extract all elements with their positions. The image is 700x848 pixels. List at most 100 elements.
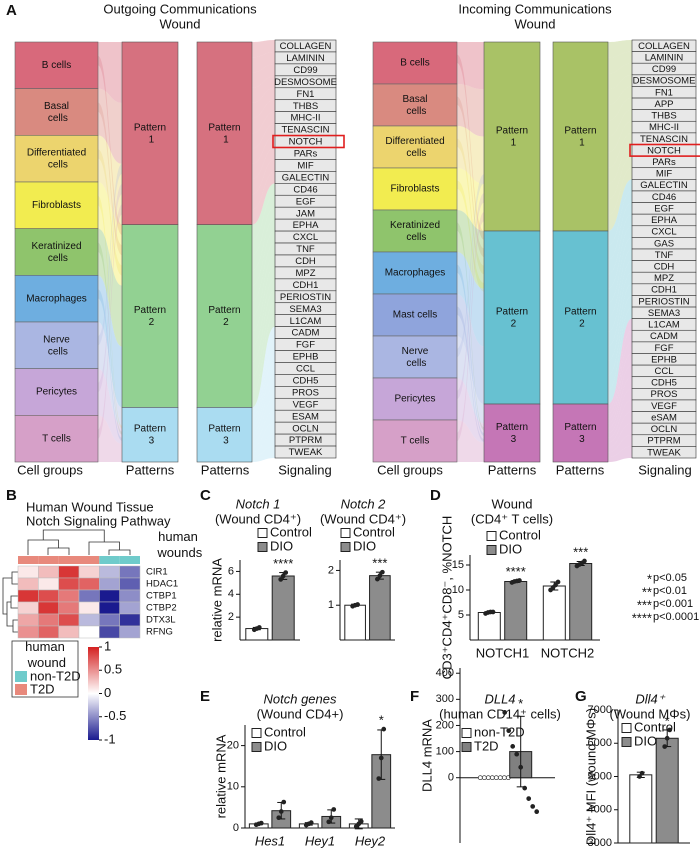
flow-band — [457, 222, 484, 431]
data-point — [331, 807, 337, 812]
heatmap-cell — [78, 625, 100, 639]
text-line: Pattern — [496, 422, 528, 433]
data-point — [514, 751, 520, 757]
axis-label: Cell groups — [17, 462, 83, 477]
flow-band — [252, 326, 275, 413]
cell-group-label: Keratinized cells — [31, 241, 81, 264]
heatmap-cell — [119, 565, 141, 579]
pattern-box — [483, 41, 541, 232]
section-title: Outgoing Communications — [103, 1, 257, 16]
chart-title: Notch 2 — [341, 496, 387, 511]
signal-label: CDH5 — [651, 378, 677, 389]
signal-highlight — [629, 143, 700, 157]
y-tick-label: 10 — [452, 584, 464, 596]
heatmap-cell — [17, 613, 39, 627]
heatmap-cell — [58, 613, 80, 627]
colorbar — [88, 647, 99, 740]
data-point — [281, 799, 287, 805]
cell-group-label: Keratinized cells — [390, 220, 440, 243]
cell-group-label: Fibroblasts — [32, 200, 81, 211]
y-tick-label: 100 — [436, 745, 454, 757]
text-line: Basal — [402, 94, 427, 105]
signal-label: PERIOSTIN — [280, 292, 331, 303]
flow-band — [608, 388, 632, 438]
heatmap-cell — [119, 589, 141, 603]
y-axis-label: Dll4⁺ MFI (wound MΦs) — [583, 708, 598, 845]
pattern-box — [196, 407, 253, 463]
text-line: Pattern — [496, 125, 528, 136]
cell-group-label: B cells — [42, 60, 71, 71]
text-line: Nerve — [402, 346, 429, 357]
flow-band — [608, 318, 632, 409]
data-point — [481, 775, 487, 781]
signal-label: CD99 — [652, 64, 676, 75]
cell-group-label: Nerve cells — [43, 334, 70, 357]
flow-band — [608, 214, 632, 289]
signal-label: MHC-II — [649, 122, 679, 133]
chart-subtitle: (Wound CD4⁺) — [320, 511, 406, 526]
legend-label: DIO — [353, 538, 376, 553]
cell-group-box — [14, 415, 99, 463]
signal-label: L1CAM — [648, 320, 680, 331]
flow-band — [457, 180, 484, 292]
text-line: Pattern — [134, 122, 166, 133]
significance-text: p<0.05 — [653, 572, 687, 584]
flow-band — [252, 254, 275, 332]
text-line: Basal — [44, 101, 69, 112]
text-line: cells — [404, 148, 427, 159]
column-annotation — [119, 556, 140, 564]
flow-band — [457, 96, 484, 257]
legend-swatch — [461, 728, 472, 738]
panel-label: A — [6, 2, 17, 19]
pattern-label: Pattern 1 — [496, 125, 528, 148]
signal-label: THBS — [651, 111, 676, 122]
cell-group-box — [372, 167, 458, 211]
y-axis-label: DLL4 mRNA — [419, 719, 434, 792]
heatmap-cell — [119, 577, 141, 591]
flow-band — [252, 422, 275, 453]
signal-label: PTPRM — [289, 435, 322, 446]
flow-band — [608, 295, 632, 390]
data-point — [283, 570, 289, 575]
signal-label: PROS — [292, 387, 319, 398]
flow-band — [457, 294, 484, 405]
pattern-box — [483, 403, 541, 463]
signal-label: OCLN — [292, 423, 319, 434]
signal-label: MIF — [297, 161, 314, 172]
bar — [369, 575, 391, 641]
flow-band — [252, 219, 275, 286]
signal-label: OCLN — [651, 424, 678, 435]
pattern-box — [552, 403, 609, 463]
cell-group-box — [372, 83, 458, 127]
signal-label: L1CAM — [290, 316, 322, 327]
cell-group-box — [14, 41, 99, 89]
row-label: CTBP1 — [146, 591, 177, 602]
text-line: Pattern — [564, 306, 596, 317]
flow-band — [98, 184, 122, 392]
bar — [271, 575, 295, 641]
flow-band — [608, 446, 632, 462]
chart-subtitle: (human CD14⁺ cells) — [439, 706, 561, 721]
text-line: cells — [404, 106, 427, 117]
signal-label: CADM — [650, 331, 678, 342]
text-line: Pattern — [208, 305, 240, 316]
flow-band — [252, 159, 275, 210]
row-label: DTX3L — [146, 615, 176, 626]
signal-label: FN1 — [297, 89, 315, 100]
significance-stars: *** — [637, 597, 652, 612]
flow-band — [608, 144, 632, 200]
legend-label: non-T2D — [474, 724, 525, 739]
x-tick-label: Hes1 — [255, 833, 285, 848]
flow-band — [252, 123, 275, 164]
data-point — [490, 609, 496, 615]
flow-band — [98, 368, 122, 444]
flow-band — [252, 87, 275, 119]
data-point — [380, 569, 385, 575]
y-axis-label: relative mRNA — [213, 734, 228, 818]
chart-title: Notch genes — [264, 691, 337, 706]
flow-band — [98, 88, 122, 164]
x-tick-label: Hey1 — [305, 833, 335, 848]
data-point — [667, 727, 673, 733]
text-line: cells — [45, 113, 68, 124]
heatmap-cell — [78, 577, 100, 591]
